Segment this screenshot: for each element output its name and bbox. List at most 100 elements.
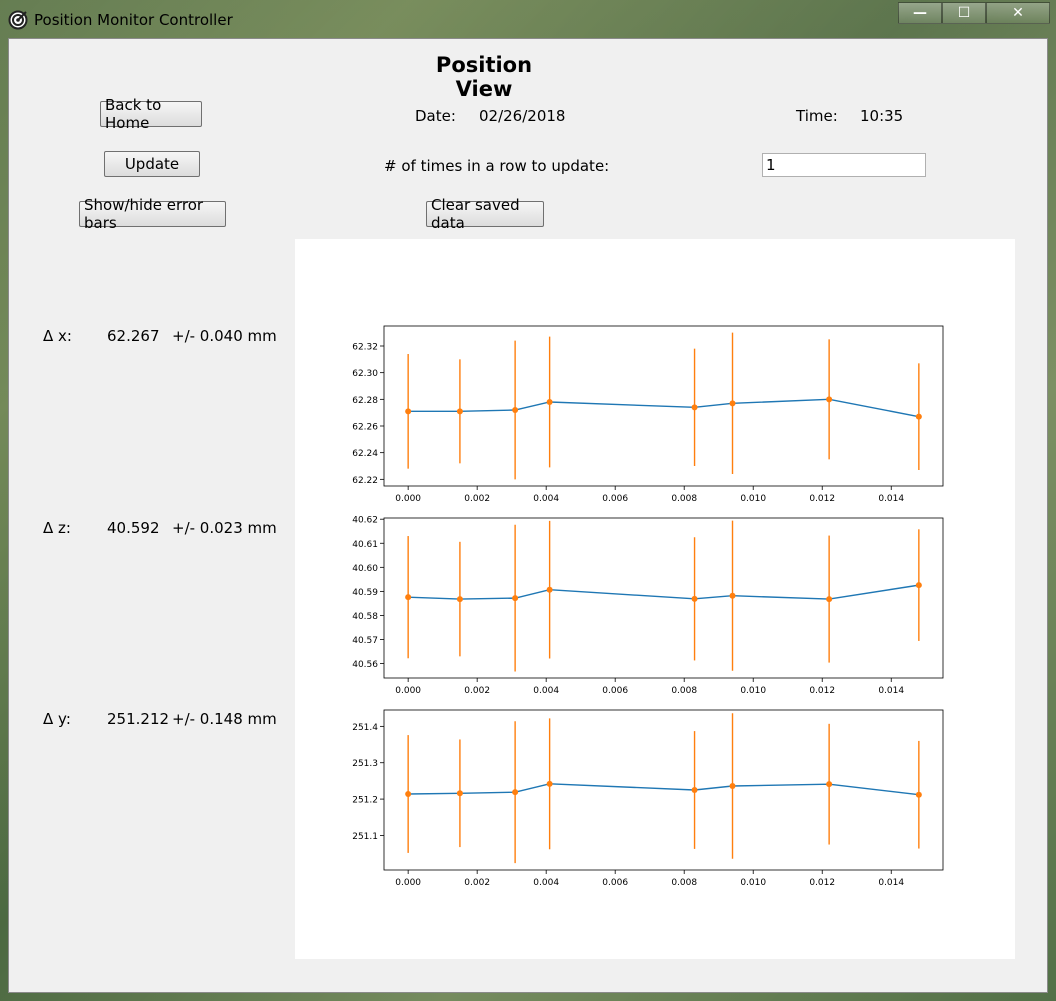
data-point [512,789,519,796]
y-tick-label: 62.24 [352,449,378,459]
toggle-error-bars-button[interactable]: Show/hide error bars [79,196,226,232]
y-tick-label: 40.60 [352,564,378,574]
target-app-icon [8,10,28,30]
x-tick-label: 0.012 [809,494,835,504]
x-tick-label: 0.004 [533,686,559,696]
page-title: Position View [435,53,533,101]
data-point [915,791,922,798]
y-tick-label: 40.62 [352,516,378,526]
y-tick-label: 40.58 [352,612,378,622]
delta-y-error: +/- 0.148 mm [172,710,277,728]
data-point [826,396,833,403]
time-value: 10:35 [860,107,904,125]
y-tick-label: 62.32 [352,343,378,353]
y-tick-label: 251.2 [352,796,378,806]
delta-z-error: +/- 0.023 mm [172,519,277,537]
update-button[interactable]: Update [104,151,200,177]
plot-frame [383,517,944,679]
data-point [691,404,698,411]
y-tick-label: 40.59 [352,588,378,598]
delta-x-error: +/- 0.040 mm [172,327,277,345]
chart-delta-x: 0.000 0.002 0.004 0.006 0.008 0.010 0.012 0.014… [352,325,944,504]
series-line [408,783,919,796]
y-tick-label: 251.4 [352,723,378,733]
x-tick-label: 0.002 [464,878,490,888]
y-tick-label: 251.1 [352,832,378,842]
client-area: Position View Back to Home Date: 02/26/2… [8,38,1048,993]
data-point [512,407,519,413]
data-point [546,586,553,593]
data-point [405,791,412,797]
delta-y-label: Δ y: [43,710,71,728]
date-label: Date: [415,107,456,125]
data-point [691,787,698,793]
data-point [512,595,519,602]
data-point [915,582,922,589]
y-tick-label: 62.28 [352,396,378,406]
x-tick-label: 0.002 [464,686,490,696]
date-value: 02/26/2018 [479,107,566,125]
x-tick-label: 0.004 [533,494,559,504]
chart-delta-y: 0.000 0.002 0.004 0.006 0.008 0.010 0.012 0.014… [352,709,944,888]
series-line [408,398,919,418]
delta-y-value: 251.212 [107,710,170,728]
data-point [729,783,736,789]
series-line [408,584,919,600]
x-tick-label: 0.012 [809,686,835,696]
data-point [456,596,463,603]
y-tick-label: 62.26 [352,423,378,433]
plot-canvas: 0.000 0.002 0.004 0.006 0.008 0.010 0.012 0.014… [295,239,1015,959]
x-tick-label: 0.012 [809,878,835,888]
delta-z-value: 40.592 [107,519,160,537]
y-tick-label: 40.56 [352,660,378,670]
chart-delta-z: 0.000 0.002 0.004 0.006 0.008 0.010 0.012 0.014… [352,516,944,696]
window-title: Position Monitor Controller [34,11,233,29]
delta-x-value: 62.267 [107,327,160,345]
data-point [456,408,463,415]
data-point [546,780,553,787]
x-tick-label: 0.006 [602,686,628,696]
delta-x-label: Δ x: [43,327,72,345]
time-label: Time: [796,107,838,125]
y-tick-label: 251.3 [352,759,378,769]
y-tick-label: 62.22 [352,476,378,486]
x-tick-label: 0.014 [878,878,904,888]
x-tick-label: 0.006 [602,494,628,504]
close-button[interactable]: ✕ [986,2,1050,24]
x-tick-label: 0.006 [602,878,628,888]
x-tick-label: 0.010 [740,686,766,696]
x-tick-label: 0.014 [878,494,904,504]
clear-saved-data-button[interactable]: Clear saved data [426,196,544,232]
data-point [729,592,736,599]
maximize-button[interactable]: ☐ [942,2,986,24]
x-tick-label: 0.000 [395,494,421,504]
update-count-label: # of times in a row to update: [384,157,610,175]
data-point [826,781,833,788]
plot-frame [383,325,944,487]
data-point [729,400,736,407]
x-tick-label: 0.000 [395,686,421,696]
x-tick-label: 0.008 [671,686,697,696]
x-tick-label: 0.002 [464,494,490,504]
plot-frame [383,709,944,871]
data-point [405,594,412,601]
back-to-home-button[interactable]: Back to Home [100,96,202,132]
x-tick-label: 0.008 [671,878,697,888]
delta-z-label: Δ z: [43,519,71,537]
position-plots: 0.000 0.002 0.004 0.006 0.008 0.010 0.012 0.014… [352,325,944,888]
data-point [691,595,698,602]
x-tick-label: 0.010 [740,878,766,888]
data-point [546,399,553,405]
title-bar[interactable]: Position Monitor Controller — ☐ ✕ [0,0,1056,38]
x-tick-label: 0.008 [671,494,697,504]
x-tick-label: 0.000 [395,878,421,888]
x-tick-label: 0.004 [533,878,559,888]
y-tick-label: 40.61 [352,540,378,550]
data-point [826,596,833,603]
data-point [915,413,922,420]
x-tick-label: 0.014 [878,686,904,696]
y-tick-label: 40.57 [352,636,378,646]
minimize-button[interactable]: — [898,2,942,24]
update-count-input[interactable] [762,153,926,177]
